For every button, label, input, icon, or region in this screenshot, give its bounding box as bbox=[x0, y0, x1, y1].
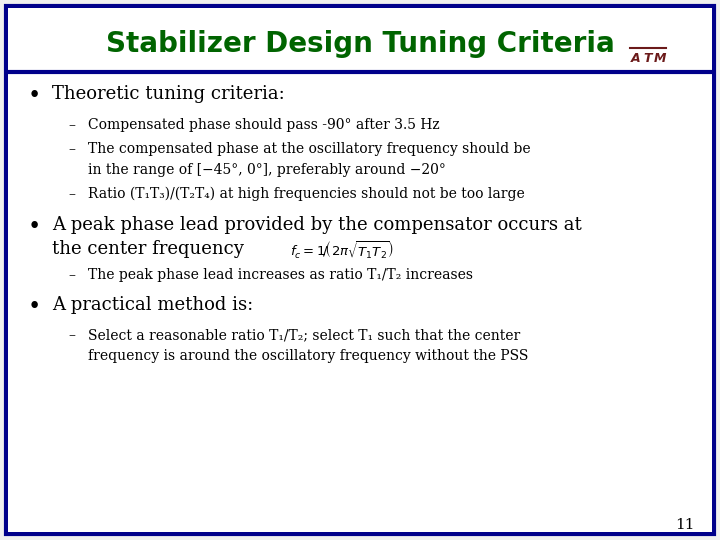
Text: $f_c = 1\!/\!\left(2\pi\sqrt{T_1 T_2}\right)$: $f_c = 1\!/\!\left(2\pi\sqrt{T_1 T_2}\ri… bbox=[290, 240, 395, 261]
Text: A practical method is:: A practical method is: bbox=[52, 296, 253, 314]
Text: •: • bbox=[28, 85, 41, 107]
Text: 11: 11 bbox=[675, 518, 695, 532]
Text: –: – bbox=[68, 268, 75, 282]
Text: The compensated phase at the oscillatory frequency should be: The compensated phase at the oscillatory… bbox=[88, 142, 531, 156]
Text: •: • bbox=[28, 216, 41, 238]
Text: M: M bbox=[654, 52, 666, 65]
Text: –: – bbox=[68, 328, 75, 342]
Text: T: T bbox=[644, 52, 652, 65]
Text: The peak phase lead increases as ratio T₁/T₂ increases: The peak phase lead increases as ratio T… bbox=[88, 268, 473, 282]
Text: in the range of [−45°, 0°], preferably around −20°: in the range of [−45°, 0°], preferably a… bbox=[88, 163, 446, 177]
Text: Theoretic tuning criteria:: Theoretic tuning criteria: bbox=[52, 85, 284, 103]
Text: –: – bbox=[68, 118, 75, 132]
Text: •: • bbox=[28, 296, 41, 318]
Text: A: A bbox=[631, 52, 641, 65]
Text: –: – bbox=[68, 187, 75, 201]
Text: Ratio (T₁T₃)/(T₂T₄) at high frequencies should not be too large: Ratio (T₁T₃)/(T₂T₄) at high frequencies … bbox=[88, 187, 525, 201]
Text: –: – bbox=[68, 142, 75, 156]
Text: Stabilizer Design Tuning Criteria: Stabilizer Design Tuning Criteria bbox=[106, 30, 614, 58]
Text: A peak phase lead provided by the compensator occurs at: A peak phase lead provided by the compen… bbox=[52, 216, 582, 234]
Text: the center frequency: the center frequency bbox=[52, 240, 244, 258]
Text: frequency is around the oscillatory frequency without the PSS: frequency is around the oscillatory freq… bbox=[88, 349, 528, 363]
Text: Compensated phase should pass -90° after 3.5 Hz: Compensated phase should pass -90° after… bbox=[88, 118, 440, 132]
Text: Select a reasonable ratio T₁/T₂; select T₁ such that the center: Select a reasonable ratio T₁/T₂; select … bbox=[88, 328, 521, 342]
